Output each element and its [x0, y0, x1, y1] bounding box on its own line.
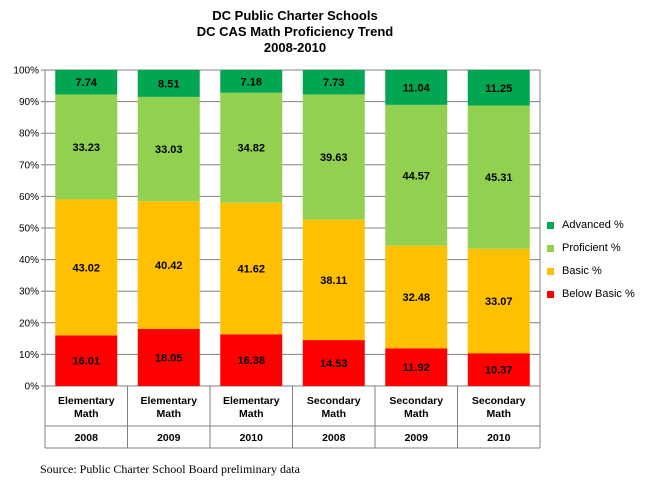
bar-segment	[385, 69, 448, 105]
data-label: 7.18	[241, 76, 262, 88]
category-year-label: 2010	[240, 432, 264, 444]
bar-segment	[467, 70, 530, 106]
bar-segment	[55, 335, 118, 386]
legend-swatch	[547, 222, 554, 229]
bar-segment	[137, 96, 200, 202]
category-label: Math	[322, 408, 347, 420]
legend-label: Below Basic %	[562, 288, 635, 300]
category-label: Secondary	[307, 395, 361, 407]
y-tick-label: 30%	[19, 287, 39, 298]
category-label: Elementary	[140, 395, 197, 407]
chart-title: DC Public Charter Schools DC CAS Math Pr…	[0, 8, 590, 56]
legend-item: Below Basic %	[547, 288, 647, 301]
category-year-label: 2009	[405, 432, 429, 444]
data-label: 18.05	[155, 352, 183, 364]
category-label: Math	[239, 408, 264, 420]
category-label: Secondary	[472, 395, 526, 407]
data-label: 44.57	[402, 170, 430, 182]
data-label: 11.25	[485, 83, 512, 95]
source-note: Source: Public Charter School Board prel…	[40, 462, 300, 476]
data-label: 45.31	[485, 172, 513, 184]
data-label: 7.74	[76, 77, 98, 89]
legend-item: Proficient %	[547, 242, 647, 255]
category-label: Elementary	[58, 395, 115, 407]
title-line-2: DC CAS Math Proficiency Trend	[196, 24, 394, 39]
bar-segment	[137, 328, 200, 386]
bar-segment	[55, 70, 118, 95]
bar-segment	[137, 201, 200, 329]
y-tick-label: 100%	[13, 66, 39, 77]
legend-swatch	[547, 268, 554, 275]
data-label: 11.92	[403, 362, 430, 374]
data-label: 41.62	[237, 263, 265, 275]
data-label: 39.63	[320, 152, 348, 164]
bar-segment	[302, 219, 365, 341]
bar-segment	[302, 70, 365, 95]
title-line-1: DC Public Charter Schools	[212, 8, 378, 23]
bar-segment	[220, 92, 283, 203]
category-year-label: 2008	[322, 432, 346, 444]
data-label: 32.48	[402, 292, 430, 304]
y-tick-label: 90%	[19, 97, 39, 108]
category-label: Math	[74, 408, 99, 420]
bar-segment	[467, 105, 530, 249]
legend-label: Advanced %	[562, 219, 624, 231]
y-tick-label: 0%	[25, 382, 40, 393]
bar-segment	[55, 199, 118, 336]
bar-segment	[302, 94, 365, 220]
bar-segment	[385, 348, 448, 386]
y-tick-label: 40%	[19, 255, 39, 266]
data-label: 33.23	[72, 142, 100, 154]
y-tick-label: 80%	[19, 129, 39, 140]
data-label: 40.42	[155, 260, 183, 272]
legend-label: Proficient %	[562, 242, 621, 254]
category-label: Math	[487, 408, 512, 420]
bar-segment	[385, 104, 448, 246]
data-label: 38.11	[320, 275, 347, 287]
data-label: 34.82	[237, 143, 265, 155]
title-line-3: 2008-2010	[263, 40, 327, 55]
category-label: Elementary	[223, 395, 280, 407]
legend-label: Basic %	[562, 265, 602, 277]
bar-segment	[220, 334, 283, 386]
legend-swatch	[547, 291, 554, 298]
bar-segment	[137, 69, 200, 97]
data-label: 14.53	[320, 358, 348, 370]
data-label: 16.38	[237, 355, 265, 367]
y-tick-label: 50%	[19, 224, 39, 235]
category-label: Math	[157, 408, 182, 420]
bar-segment	[385, 245, 448, 349]
data-label: 10.37	[485, 365, 513, 377]
data-label: 16.01	[72, 356, 100, 368]
y-tick-label: 70%	[19, 160, 39, 171]
data-label: 43.02	[72, 262, 100, 274]
category-year-label: 2008	[75, 432, 99, 444]
category-label: Math	[404, 408, 429, 420]
category-label: Secondary	[389, 395, 443, 407]
y-tick-label: 20%	[19, 318, 39, 329]
bar-segment	[467, 248, 530, 354]
data-label: 7.73	[323, 77, 344, 89]
bar-segment	[220, 70, 283, 93]
data-label: 33.07	[485, 296, 513, 308]
bar-segment	[302, 340, 365, 386]
data-label: 8.51	[158, 78, 179, 90]
y-tick-label: 60%	[19, 192, 39, 203]
category-year-label: 2010	[487, 432, 511, 444]
category-year-label: 2009	[157, 432, 181, 444]
chart-legend: Advanced % Proficient % Basic % Below Basic…	[547, 219, 647, 311]
bar-segment	[55, 94, 118, 200]
bar-segment	[467, 353, 530, 386]
legend-item: Basic %	[547, 265, 647, 278]
legend-swatch	[547, 245, 554, 252]
data-label: 11.04	[403, 82, 431, 94]
legend-item: Advanced %	[547, 219, 647, 232]
bar-segment	[220, 202, 283, 335]
data-label: 33.03	[155, 144, 183, 156]
y-tick-label: 10%	[19, 350, 39, 361]
